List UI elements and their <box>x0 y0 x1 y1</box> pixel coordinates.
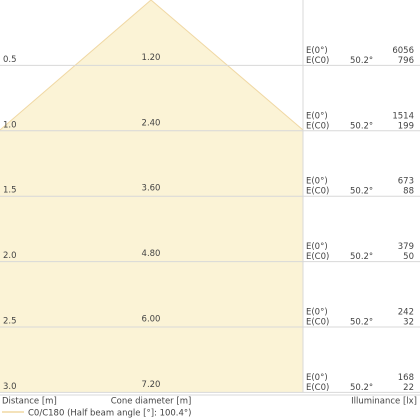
ec0-value: 50 <box>403 252 414 262</box>
ec0-label: E(C0) <box>306 121 329 131</box>
diameter-label: 3.60 <box>142 184 161 194</box>
e0-value: 673 <box>398 177 414 187</box>
e0-label: E(0°) <box>306 308 328 318</box>
cone-edge <box>0 0 304 131</box>
ec0-value: 796 <box>398 56 414 66</box>
ec0-value: 199 <box>398 121 414 131</box>
angle-label: 50.2° <box>350 56 373 66</box>
e0-value: 6056 <box>392 46 414 56</box>
e0-label: E(0°) <box>306 111 328 121</box>
distance-label: 0.5 <box>3 55 17 65</box>
distance-header: Distance [m] <box>2 397 57 407</box>
e0-value: 242 <box>398 308 414 318</box>
angle-label: 50.2° <box>350 383 373 393</box>
ec0-label: E(C0) <box>306 187 329 197</box>
angle-label: 50.2° <box>350 318 373 328</box>
illuminance-header: Illuminance [lx] <box>351 397 417 407</box>
diameter-label: 4.80 <box>142 249 161 259</box>
ec0-label: E(C0) <box>306 318 329 328</box>
diameter-label: 6.00 <box>142 315 161 325</box>
e0-label: E(0°) <box>306 177 328 187</box>
distance-label: 2.0 <box>3 251 17 261</box>
ec0-value: 88 <box>403 187 414 197</box>
ec0-value: 32 <box>403 318 414 328</box>
e0-value: 168 <box>398 373 414 383</box>
diameter-header: Cone diameter [m] <box>111 397 192 407</box>
ec0-value: 22 <box>403 383 414 393</box>
e0-label: E(0°) <box>306 242 328 252</box>
ec0-label: E(C0) <box>306 252 329 262</box>
diameter-label: 1.20 <box>142 53 161 63</box>
e0-label: E(0°) <box>306 46 328 56</box>
e0-value: 1514 <box>392 111 414 121</box>
distance-label: 2.5 <box>3 317 17 327</box>
diameter-label: 2.40 <box>142 118 161 128</box>
distance-label: 3.0 <box>3 382 17 392</box>
diameter-label: 7.20 <box>142 380 161 390</box>
angle-label: 50.2° <box>350 252 373 262</box>
angle-label: 50.2° <box>350 187 373 197</box>
distance-label: 1.5 <box>3 186 17 196</box>
legend-label: C0/C180 (Half beam angle [°]: 100.4°) <box>28 409 192 419</box>
angle-label: 50.2° <box>350 121 373 131</box>
ec0-label: E(C0) <box>306 56 329 66</box>
e0-value: 379 <box>398 242 414 252</box>
ec0-label: E(C0) <box>306 383 329 393</box>
distance-label: 1.0 <box>3 120 17 130</box>
e0-label: E(0°) <box>306 373 328 383</box>
